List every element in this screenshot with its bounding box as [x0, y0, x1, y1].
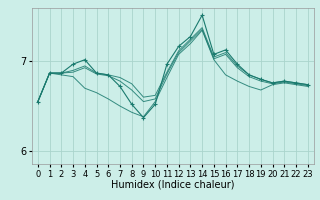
X-axis label: Humidex (Indice chaleur): Humidex (Indice chaleur) [111, 180, 235, 190]
